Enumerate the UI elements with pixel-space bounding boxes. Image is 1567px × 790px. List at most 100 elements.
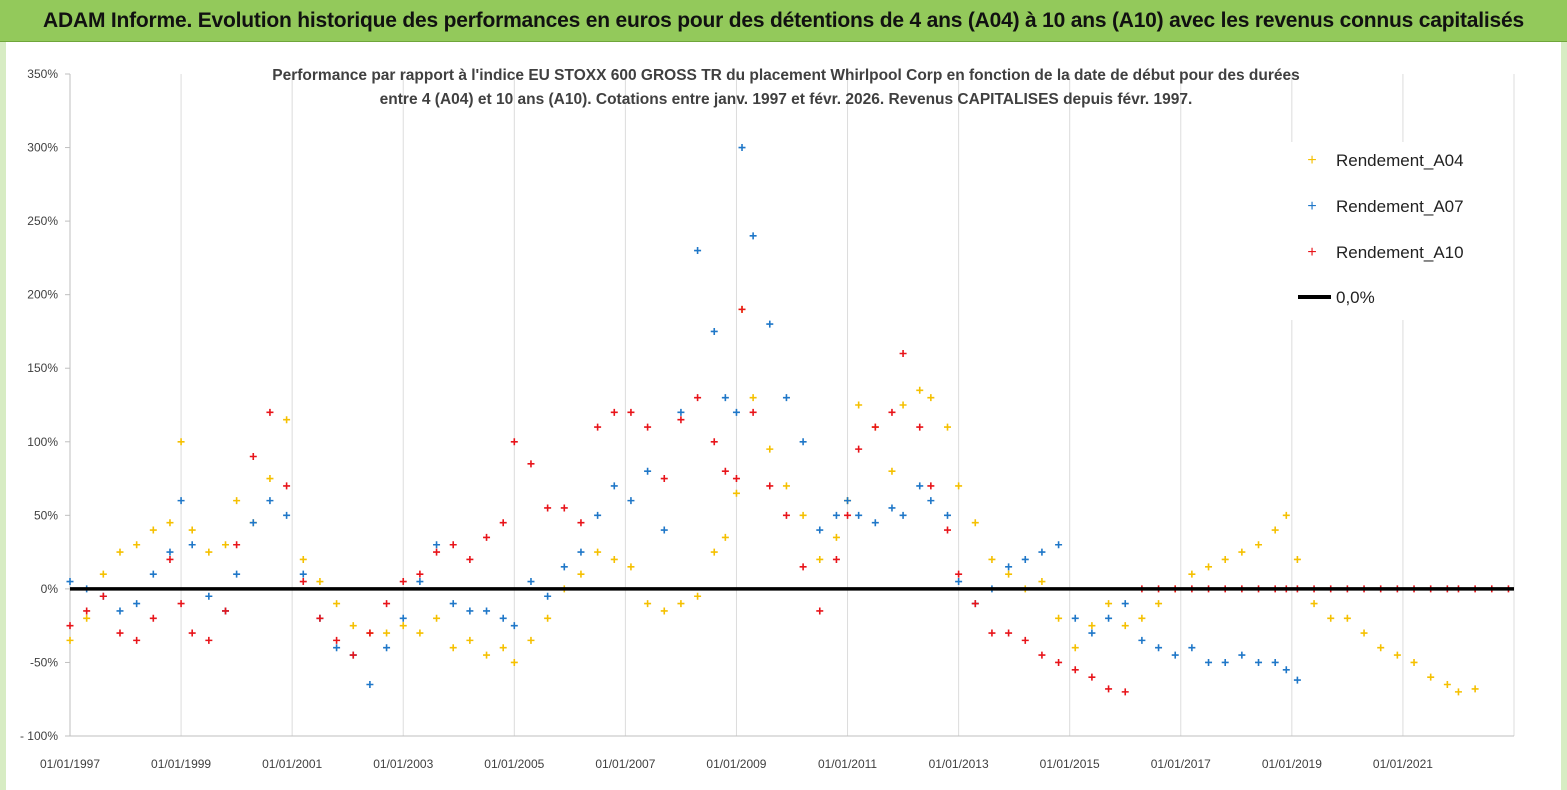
point-rendement-a04: [466, 636, 474, 644]
chart-title-line-1: Performance par rapport à l'indice EU ST…: [272, 67, 1299, 84]
point-rendement-a07: [188, 541, 196, 549]
point-rendement-a10: [1055, 658, 1063, 666]
point-rendement-a10: [83, 607, 91, 615]
point-rendement-a07: [677, 408, 685, 416]
point-rendement-a10: [971, 600, 979, 608]
point-rendement-a07: [177, 497, 185, 505]
point-rendement-a04: [988, 555, 996, 563]
point-rendement-a10: [1038, 651, 1046, 659]
point-rendement-a10: [1071, 666, 1079, 674]
point-rendement-a04: [266, 475, 274, 483]
report-banner: ADAM Informe. Evolution historique des p…: [0, 0, 1567, 42]
legend-item-a04[interactable]: + Rendement_A04: [1307, 151, 1463, 170]
point-rendement-a04: [710, 548, 718, 556]
legend-item-a07[interactable]: + Rendement_A07: [1307, 197, 1463, 216]
point-rendement-a10: [677, 416, 685, 424]
point-rendement-a07: [266, 497, 274, 505]
point-rendement-a04: [1271, 526, 1279, 534]
point-rendement-a10: [782, 511, 790, 519]
point-rendement-a04: [955, 482, 963, 490]
point-rendement-a07: [644, 467, 652, 475]
legend-item-zero[interactable]: 0,0%: [1298, 288, 1375, 307]
point-rendement-a10: [383, 600, 391, 608]
point-rendement-a10: [1088, 673, 1096, 681]
point-rendement-a10: [1021, 636, 1029, 644]
point-rendement-a10: [888, 408, 896, 416]
point-rendement-a10: [749, 408, 757, 416]
point-rendement-a04: [499, 644, 507, 652]
point-rendement-a04: [644, 600, 652, 608]
point-rendement-a07: [166, 548, 174, 556]
point-rendement-a07: [1221, 658, 1229, 666]
point-rendement-a07: [738, 144, 746, 152]
point-rendement-a04: [188, 526, 196, 534]
point-rendement-a04: [166, 519, 174, 527]
point-rendement-a07: [283, 511, 291, 519]
point-rendement-a10: [1105, 685, 1113, 693]
point-rendement-a10: [694, 394, 702, 402]
point-rendement-a07: [527, 578, 535, 586]
y-tick-label: 350%: [27, 67, 58, 81]
point-rendement-a07: [483, 607, 491, 615]
point-rendement-a07: [366, 681, 374, 689]
point-rendement-a04: [1360, 629, 1368, 637]
point-rendement-a07: [1188, 644, 1196, 652]
point-rendement-a04: [1377, 644, 1385, 652]
point-rendement-a07: [333, 644, 341, 652]
point-rendement-a07: [610, 482, 618, 490]
point-rendement-a04: [1343, 614, 1351, 622]
point-rendement-a10: [1005, 629, 1013, 637]
data-series: [66, 144, 1514, 696]
point-rendement-a10: [449, 541, 457, 549]
point-rendement-a10: [732, 475, 740, 483]
point-rendement-a04: [333, 600, 341, 608]
point-rendement-a10: [560, 504, 568, 512]
point-rendement-a10: [594, 423, 602, 431]
point-rendement-a04: [316, 578, 324, 586]
legend-item-a10[interactable]: + Rendement_A10: [1307, 243, 1463, 262]
point-rendement-a04: [433, 614, 441, 622]
x-tick-label: 01/01/2001: [262, 757, 322, 771]
point-rendement-a04: [149, 526, 157, 534]
point-rendement-a07: [383, 644, 391, 652]
point-rendement-a10: [266, 408, 274, 416]
point-rendement-a07: [1282, 666, 1290, 674]
point-rendement-a07: [816, 526, 824, 534]
point-rendement-a10: [149, 614, 157, 622]
point-rendement-a07: [799, 438, 807, 446]
point-rendement-a07: [844, 497, 852, 505]
point-rendement-a07: [66, 578, 74, 586]
point-rendement-a07: [694, 247, 702, 255]
point-rendement-a10: [222, 607, 230, 615]
point-rendement-a07: [627, 497, 635, 505]
point-rendement-a04: [577, 570, 585, 578]
point-rendement-a07: [710, 327, 718, 335]
point-rendement-a04: [1471, 685, 1479, 693]
y-tick-label: 300%: [27, 141, 58, 155]
point-rendement-a07: [433, 541, 441, 549]
report-title: ADAM Informe. Evolution historique des p…: [43, 8, 1524, 32]
point-rendement-a04: [483, 651, 491, 659]
x-tick-label: 01/01/2007: [595, 757, 655, 771]
point-rendement-a07: [916, 482, 924, 490]
point-rendement-a07: [1238, 651, 1246, 659]
point-rendement-a07: [1271, 658, 1279, 666]
point-rendement-a04: [1188, 570, 1196, 578]
y-tick-label: -50%: [30, 655, 58, 669]
x-tick-label: 01/01/2005: [484, 757, 544, 771]
point-rendement-a04: [694, 592, 702, 600]
point-rendement-a07: [832, 511, 840, 519]
point-rendement-a10: [710, 438, 718, 446]
point-rendement-a04: [1393, 651, 1401, 659]
y-tick-label: 250%: [27, 214, 58, 228]
point-rendement-a07: [871, 519, 879, 527]
point-rendement-a07: [1255, 658, 1263, 666]
point-rendement-a04: [1105, 600, 1113, 608]
point-rendement-a10: [483, 533, 491, 541]
point-rendement-a04: [1255, 541, 1263, 549]
point-rendement-a07: [499, 614, 507, 622]
axes: 01/01/1997 01/01/1999 01/01/2001 01/01/2003…: [20, 67, 1514, 771]
point-rendement-a10: [660, 475, 668, 483]
point-rendement-a04: [349, 622, 357, 630]
chart-title-line-2: entre 4 (A04) et 10 ans (A10). Cotations…: [380, 91, 1193, 108]
